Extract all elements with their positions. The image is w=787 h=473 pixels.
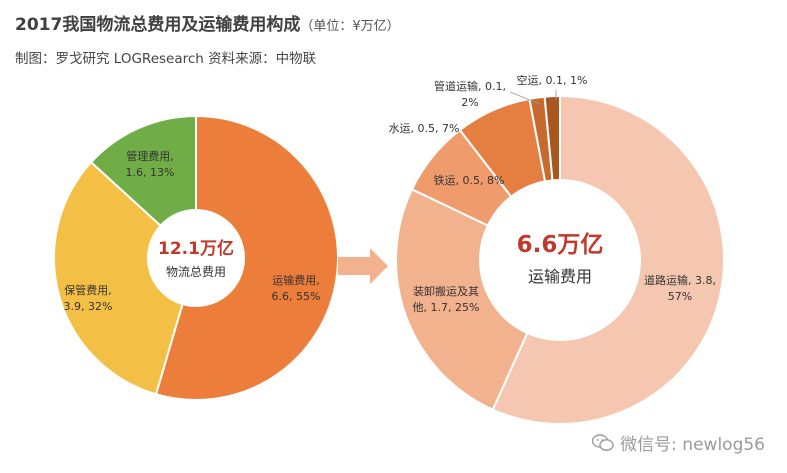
left-slice-label-2: 保管费用, 3.9, 32% (64, 283, 113, 313)
leader-line-1 (509, 91, 541, 105)
left-center-caption: 物流总费用 (166, 265, 226, 279)
right-slice-label-2: 装卸搬运及其他, 1.7, 25% (413, 284, 480, 314)
watermark-text: 微信号: newlog56 (620, 435, 765, 455)
right-slice-label-6: 空运, 0.1, 1% (517, 73, 588, 87)
right-slice-label-3: 铁运, 0.5, 8% (434, 174, 505, 187)
chart-unit: （单位：¥万亿） (300, 19, 400, 34)
chart-subtitle: 制图：罗戈研究 LOGResearch 资料来源：中物联 (15, 51, 317, 67)
wechat-icon (592, 433, 614, 451)
left-center-value: 12.1万亿 (158, 238, 234, 259)
right-slice-label-5: 管道运输, 0.1, 2% (434, 79, 506, 109)
wechat-watermark: 微信号: newlog56 (592, 430, 765, 455)
right-center-value: 6.6万亿 (517, 232, 604, 258)
right-slice-label-4: 水运, 0.5, 7% (389, 122, 460, 135)
left-center-disc (148, 210, 244, 306)
right-center-label: 6.6万亿 运输费用 (480, 180, 640, 340)
right-center-caption: 运输费用 (528, 267, 592, 286)
chart-title-row: 2017我国物流总费用及运输费用构成（单位：¥万亿） (15, 10, 400, 35)
left-slice-label-3: 管理费用, 1.6, 13% (126, 149, 175, 179)
arrow-icon (338, 248, 388, 284)
chart-title: 2017我国物流总费用及运输费用构成 (15, 15, 301, 35)
right-center-disc (480, 180, 640, 340)
left-slice-label-1: 运输费用, 6.6, 55% (272, 273, 321, 303)
right-slice-label-1: 道路运输, 3.8, 57% (644, 273, 716, 303)
left-center-label: 12.1万亿 物流总费用 (148, 210, 244, 306)
